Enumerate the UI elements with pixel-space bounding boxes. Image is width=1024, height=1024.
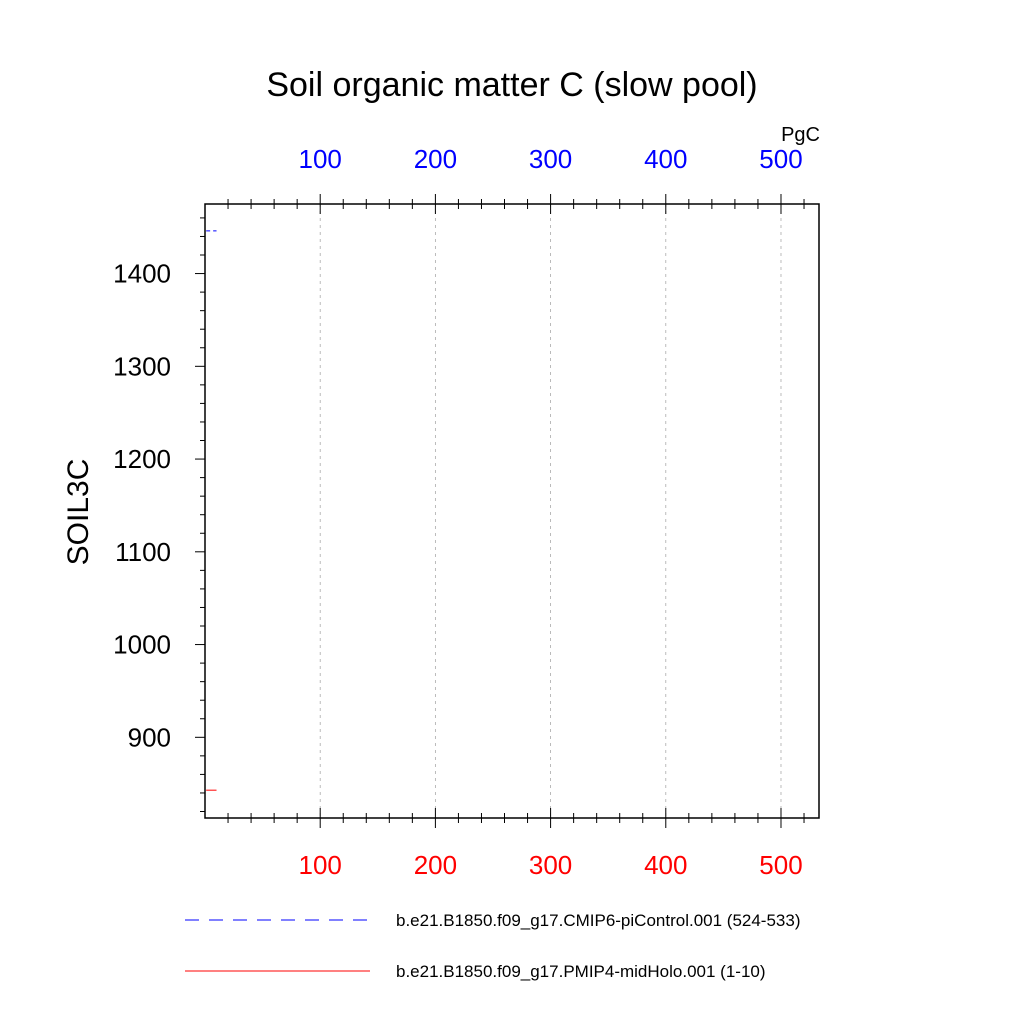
x-tick-label-bottom: 200: [414, 850, 457, 880]
y-tick-label: 1200: [113, 444, 171, 474]
x-tick-label-bottom: 500: [759, 850, 802, 880]
chart-title: Soil organic matter C (slow pool): [266, 66, 757, 104]
x-tick-label-top: 100: [299, 144, 342, 174]
y-tick-label: 1300: [113, 351, 171, 381]
legend: b.e21.B1850.f09_g17.CMIP6-piControl.001 …: [185, 911, 801, 981]
y-axis-label: SOIL3C: [62, 459, 95, 566]
legend-label-pi-control: b.e21.B1850.f09_g17.CMIP6-piControl.001 …: [396, 911, 801, 930]
x-tick-label-bottom: 100: [299, 850, 342, 880]
y-tick-label: 1400: [113, 259, 171, 289]
series-lines: [206, 230, 217, 791]
x-tick-label-top: 300: [529, 144, 572, 174]
legend-label-mid-holo: b.e21.B1850.f09_g17.PMIP4-midHolo.001 (1…: [396, 962, 766, 981]
grid: [319, 204, 782, 818]
y-tick-label: 1100: [115, 537, 171, 567]
x-tick-label-top: 500: [759, 144, 802, 174]
tick-labels: 100 100 200 200 300 300 400 400 500 500 900 1000 110…: [113, 144, 803, 880]
unit-label: PgC: [781, 124, 820, 146]
x-tick-label-bottom: 300: [529, 850, 572, 880]
y-tick-label: 900: [128, 722, 171, 752]
axis-ticks: [195, 194, 805, 828]
x-tick-label-bottom: 400: [644, 850, 687, 880]
y-tick-label: 1000: [113, 630, 171, 660]
x-tick-label-top: 400: [644, 144, 687, 174]
plot-frame: [204, 203, 820, 819]
x-tick-label-top: 200: [414, 144, 457, 174]
